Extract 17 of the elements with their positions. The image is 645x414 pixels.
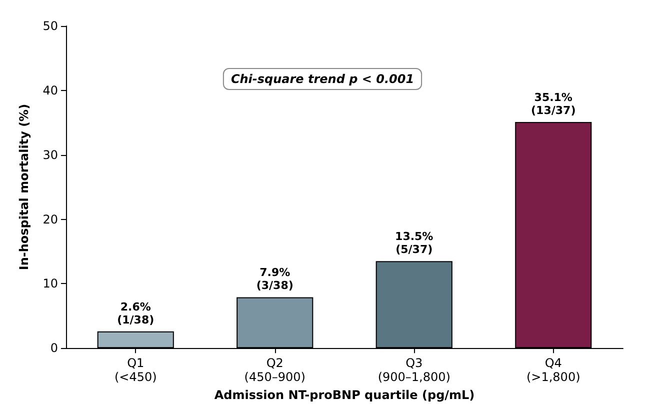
data-label: 13.5% (5/37) bbox=[395, 230, 434, 256]
y-tick-label: 20 bbox=[42, 212, 58, 226]
y-axis-title: In-hospital mortality (%) bbox=[17, 104, 31, 270]
data-label: 7.9% (3/38) bbox=[256, 266, 294, 292]
x-axis-title: Admission NT-proBNP quartile (pg/mL) bbox=[214, 388, 475, 402]
y-tick-label: 50 bbox=[42, 19, 58, 33]
x-tick-label: Q3 (900–1,800) bbox=[378, 356, 450, 384]
y-tick-label: 10 bbox=[42, 276, 58, 291]
x-tick-label: Q1 (<450) bbox=[114, 356, 157, 384]
y-tick-label: 30 bbox=[42, 148, 58, 162]
y-tick-label: 0 bbox=[50, 341, 58, 356]
data-label: 2.6% (1/38) bbox=[117, 300, 154, 326]
data-label: 35.1% (13/37) bbox=[531, 90, 576, 117]
x-tick-label: Q4 (>1,800) bbox=[526, 356, 580, 384]
x-tick-label: Q2 (450–900) bbox=[244, 356, 306, 384]
annotation: Chi-square trend p < 0.001 bbox=[230, 72, 414, 86]
y-tick-label: 40 bbox=[42, 83, 58, 98]
